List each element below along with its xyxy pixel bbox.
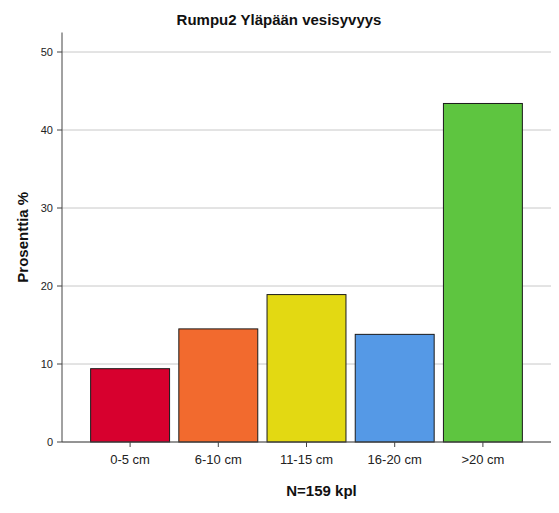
tick-mark (57, 130, 62, 131)
title: Rumpu2 Yläpään vesisyvyys (177, 11, 382, 28)
chart: 0 10 20 30 40 50 0-5 cm 6-10 cm 11-15 cm 16-20 cm… (0, 0, 559, 513)
x-tick (306, 442, 307, 447)
category-label: 0-5 cm (110, 452, 150, 467)
bar (267, 295, 346, 442)
category-label: >20 cm (461, 452, 504, 467)
tick-label: 10 (41, 358, 53, 370)
x-label: N=159 kpl (286, 482, 356, 499)
x-tick (394, 442, 395, 447)
tick-label: 20 (41, 280, 53, 292)
tick-mark (57, 442, 62, 443)
tick-label: 30 (41, 202, 53, 214)
category-label: 16-20 cm (368, 452, 422, 467)
bar (91, 369, 170, 442)
tick-mark (57, 208, 62, 209)
category-label: 11-15 cm (280, 452, 333, 467)
y-axis (62, 33, 63, 443)
y-label: Prosenttia % (14, 192, 31, 283)
category-label: 6-10 cm (195, 452, 242, 467)
tick-mark (57, 52, 62, 53)
bar (443, 103, 522, 442)
tick-mark (57, 364, 62, 365)
tick-label: 40 (41, 124, 53, 136)
tick-label: 0 (47, 436, 53, 448)
x-tick (482, 442, 483, 447)
grid-line (62, 52, 551, 53)
x-tick (130, 442, 131, 447)
x-tick (218, 442, 219, 447)
tick-mark (57, 286, 62, 287)
bar (355, 334, 434, 442)
tick-label: 50 (41, 46, 53, 58)
bar (179, 329, 258, 442)
